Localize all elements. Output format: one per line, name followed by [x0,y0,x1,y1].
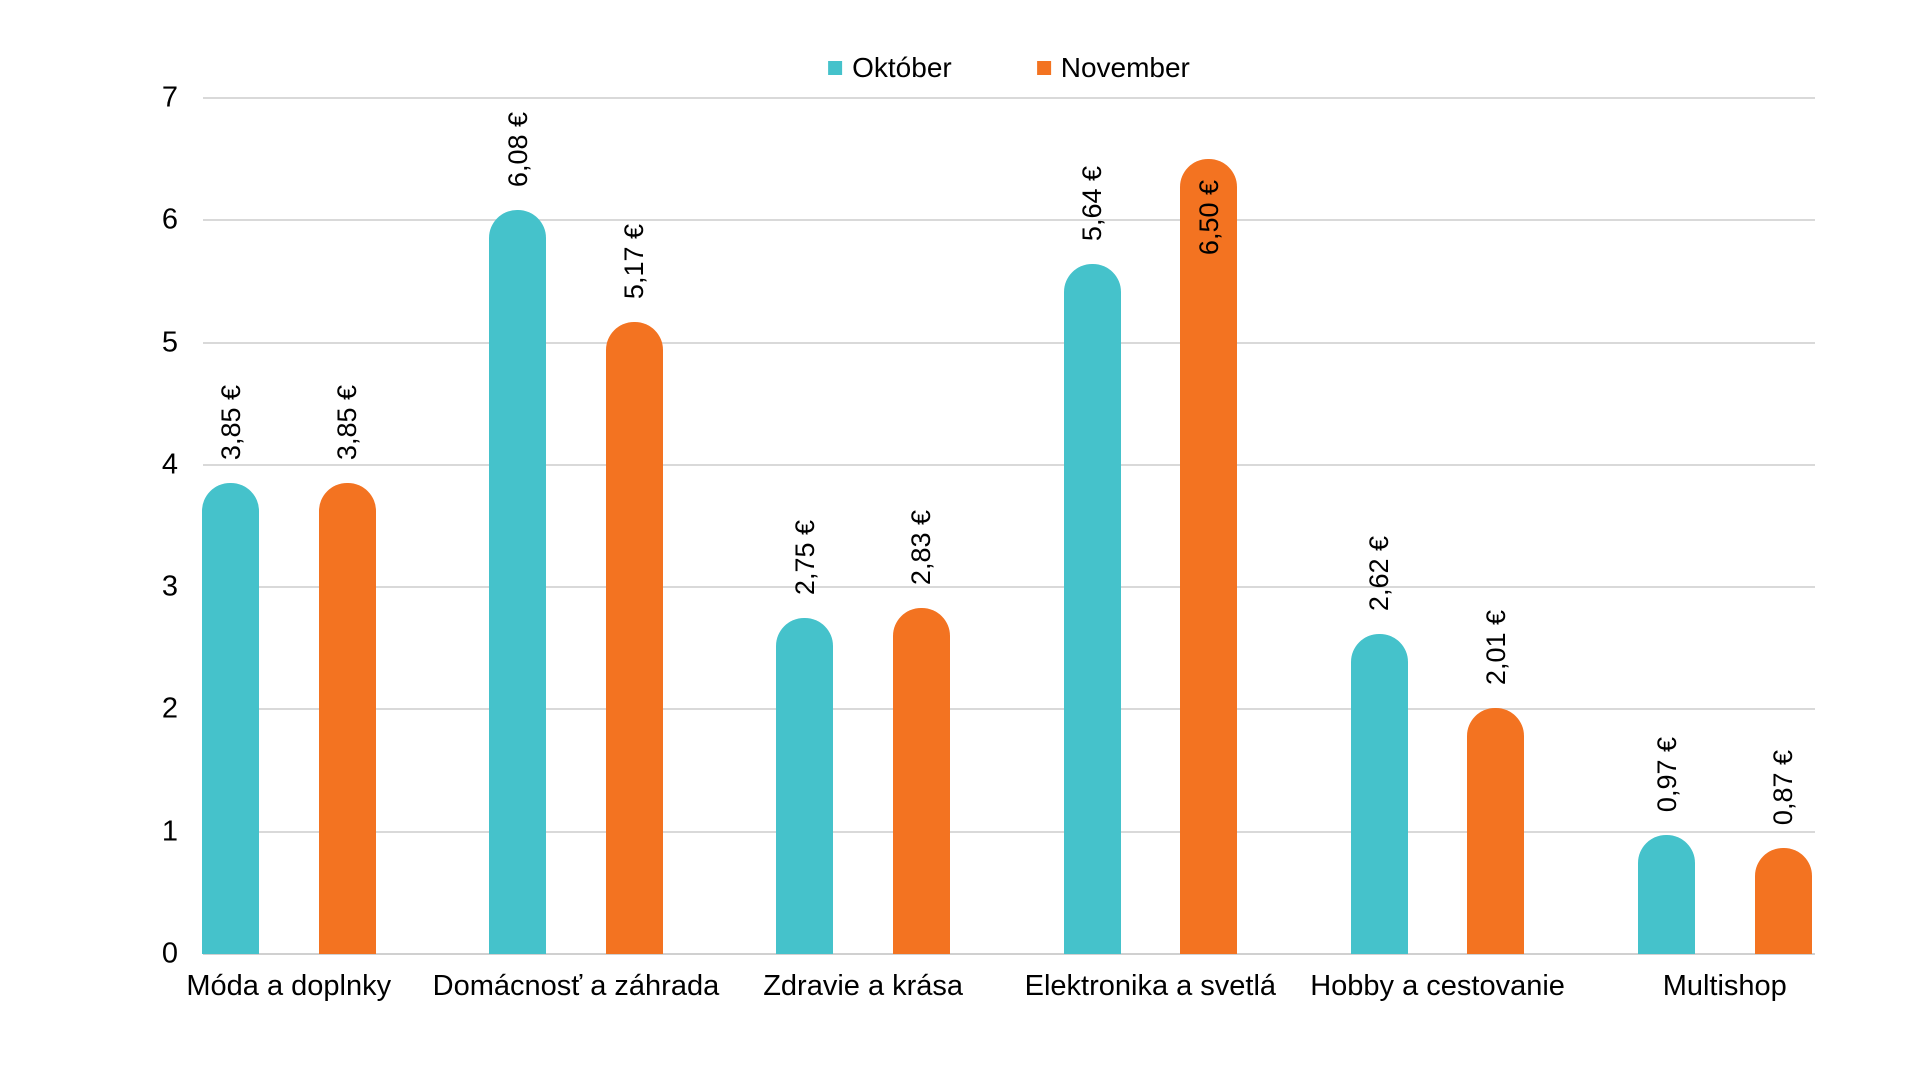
value-label: 0,97 € [1651,737,1682,813]
gridline [203,708,1815,711]
gridline [203,586,1815,589]
y-tick-label: 7 [161,81,178,114]
y-tick-label: 3 [161,570,178,603]
bar [1180,159,1238,954]
gridline [203,219,1815,222]
category-label: Hobby a cestovanie [1310,970,1565,1002]
bar [489,210,547,954]
y-tick-label: 2 [161,692,178,725]
legend: Október November [828,50,1190,86]
gridline [203,96,1815,99]
category-label: Móda a doplnky [186,970,392,1002]
value-label: 3,85 € [215,385,246,461]
category-label: Domácnosť a záhrada [432,970,720,1002]
value-label: 3,85 € [332,385,362,461]
legend-label-november: November [1060,52,1190,83]
category-label: Elektronika a svetlá [1024,970,1277,1002]
y-tick-label: 1 [161,815,178,848]
bar [892,607,950,954]
value-label: 6,08 € [502,112,533,188]
gridline [203,463,1815,466]
value-label: 2,83 € [906,509,937,585]
legend-swatch-oktober [828,61,843,75]
value-label: 5,17 € [619,223,650,299]
value-label: 5,64 € [1077,166,1108,242]
bar [202,483,259,954]
x-axis-line [203,953,1815,955]
value-label: 2,62 € [1364,535,1395,611]
y-tick-label: 6 [161,203,178,236]
gridline [203,341,1815,344]
bar [1350,633,1408,954]
category-label: Zdravie a krása [763,970,964,1002]
value-label: 0,87 € [1768,749,1798,825]
value-label: 2,75 € [789,519,820,595]
bar [605,321,663,954]
bar [1638,835,1695,954]
bar [318,483,376,954]
value-label: 2,01 € [1480,610,1511,686]
bar [1063,264,1121,954]
y-tick-label: 0 [161,937,178,970]
legend-swatch-november [1036,61,1051,75]
bar [1467,708,1525,954]
gridline [203,830,1815,833]
y-tick-label: 5 [161,326,178,358]
legend-label-oktober: Október [852,52,952,83]
category-label: Multishop [1662,970,1787,1002]
y-tick-label: 4 [161,448,178,481]
legend-item-november: November [1036,50,1190,86]
bar [776,617,834,954]
bar [1754,847,1812,954]
value-label: 6,50 € [1193,180,1224,256]
legend-item-oktober: Október [828,50,952,86]
